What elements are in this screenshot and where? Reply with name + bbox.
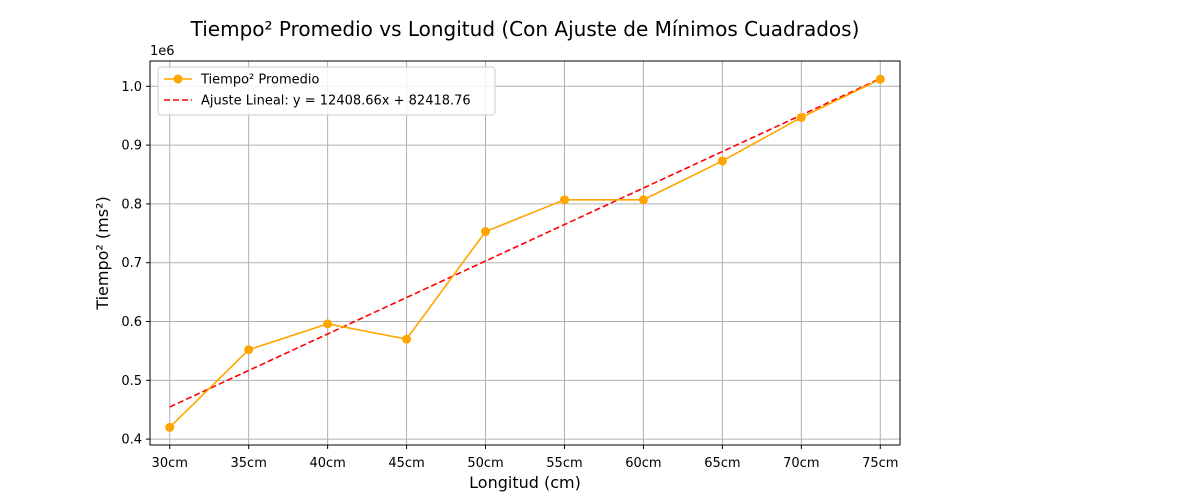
x-tick-label: 50cm xyxy=(467,456,503,471)
x-tick-label: 40cm xyxy=(309,456,345,471)
y-tick-label: 0.5 xyxy=(121,374,142,389)
y-tick-label: 0.7 xyxy=(121,256,142,271)
x-axis-label: Longitud (cm) xyxy=(469,473,581,492)
data-point xyxy=(481,227,491,237)
legend: Tiempo² Promedio Ajuste Lineal: y = 12408… xyxy=(157,66,496,116)
x-axis: 30cm 35cm 40cm 45cm 50cm 55cm 60cm 65cm 70cm 75cm xyxy=(152,445,898,471)
y-axis-multiplier: 1e6 xyxy=(150,44,175,59)
data-point xyxy=(244,345,254,355)
legend-entry: Tiempo² Promedio xyxy=(200,73,320,88)
series-layer xyxy=(165,74,885,432)
legend-marker xyxy=(173,74,183,84)
data-point xyxy=(875,74,885,84)
x-tick-label: 65cm xyxy=(704,456,740,471)
x-tick-label: 70cm xyxy=(783,456,819,471)
y-axis: 0.4 0.5 0.6 0.7 0.8 0.9 1.0 xyxy=(121,80,150,448)
legend-box xyxy=(157,66,496,116)
data-point xyxy=(638,195,648,205)
data-point xyxy=(559,195,569,205)
y-tick-label: 0.6 xyxy=(121,315,142,330)
data-point xyxy=(323,319,333,329)
data-point xyxy=(717,156,727,166)
y-tick-label: 0.4 xyxy=(121,433,142,448)
x-tick-label: 60cm xyxy=(625,456,661,471)
plot-frame xyxy=(149,60,901,446)
y-axis-label: Tiempo² (ms²) xyxy=(93,196,112,310)
data-point xyxy=(796,112,806,122)
series-line-ajuste xyxy=(169,77,881,408)
data-point xyxy=(402,334,412,344)
x-tick-label: 35cm xyxy=(231,456,267,471)
y-tick-label: 0.9 xyxy=(121,139,142,154)
x-tick-label: 30cm xyxy=(152,456,188,471)
legend-entry: Ajuste Lineal: y = 12408.66x + 82418.76 xyxy=(201,94,471,109)
x-tick-label: 75cm xyxy=(862,456,898,471)
y-tick-label: 0.8 xyxy=(121,197,142,212)
grid xyxy=(150,61,900,445)
series-line-tiempo xyxy=(169,78,881,428)
chart-title: Tiempo² Promedio vs Longitud (Con Ajuste… xyxy=(190,17,860,41)
data-point xyxy=(165,422,175,432)
x-tick-label: 55cm xyxy=(546,456,582,471)
y-tick-label: 1.0 xyxy=(121,80,142,95)
x-tick-label: 45cm xyxy=(388,456,424,471)
